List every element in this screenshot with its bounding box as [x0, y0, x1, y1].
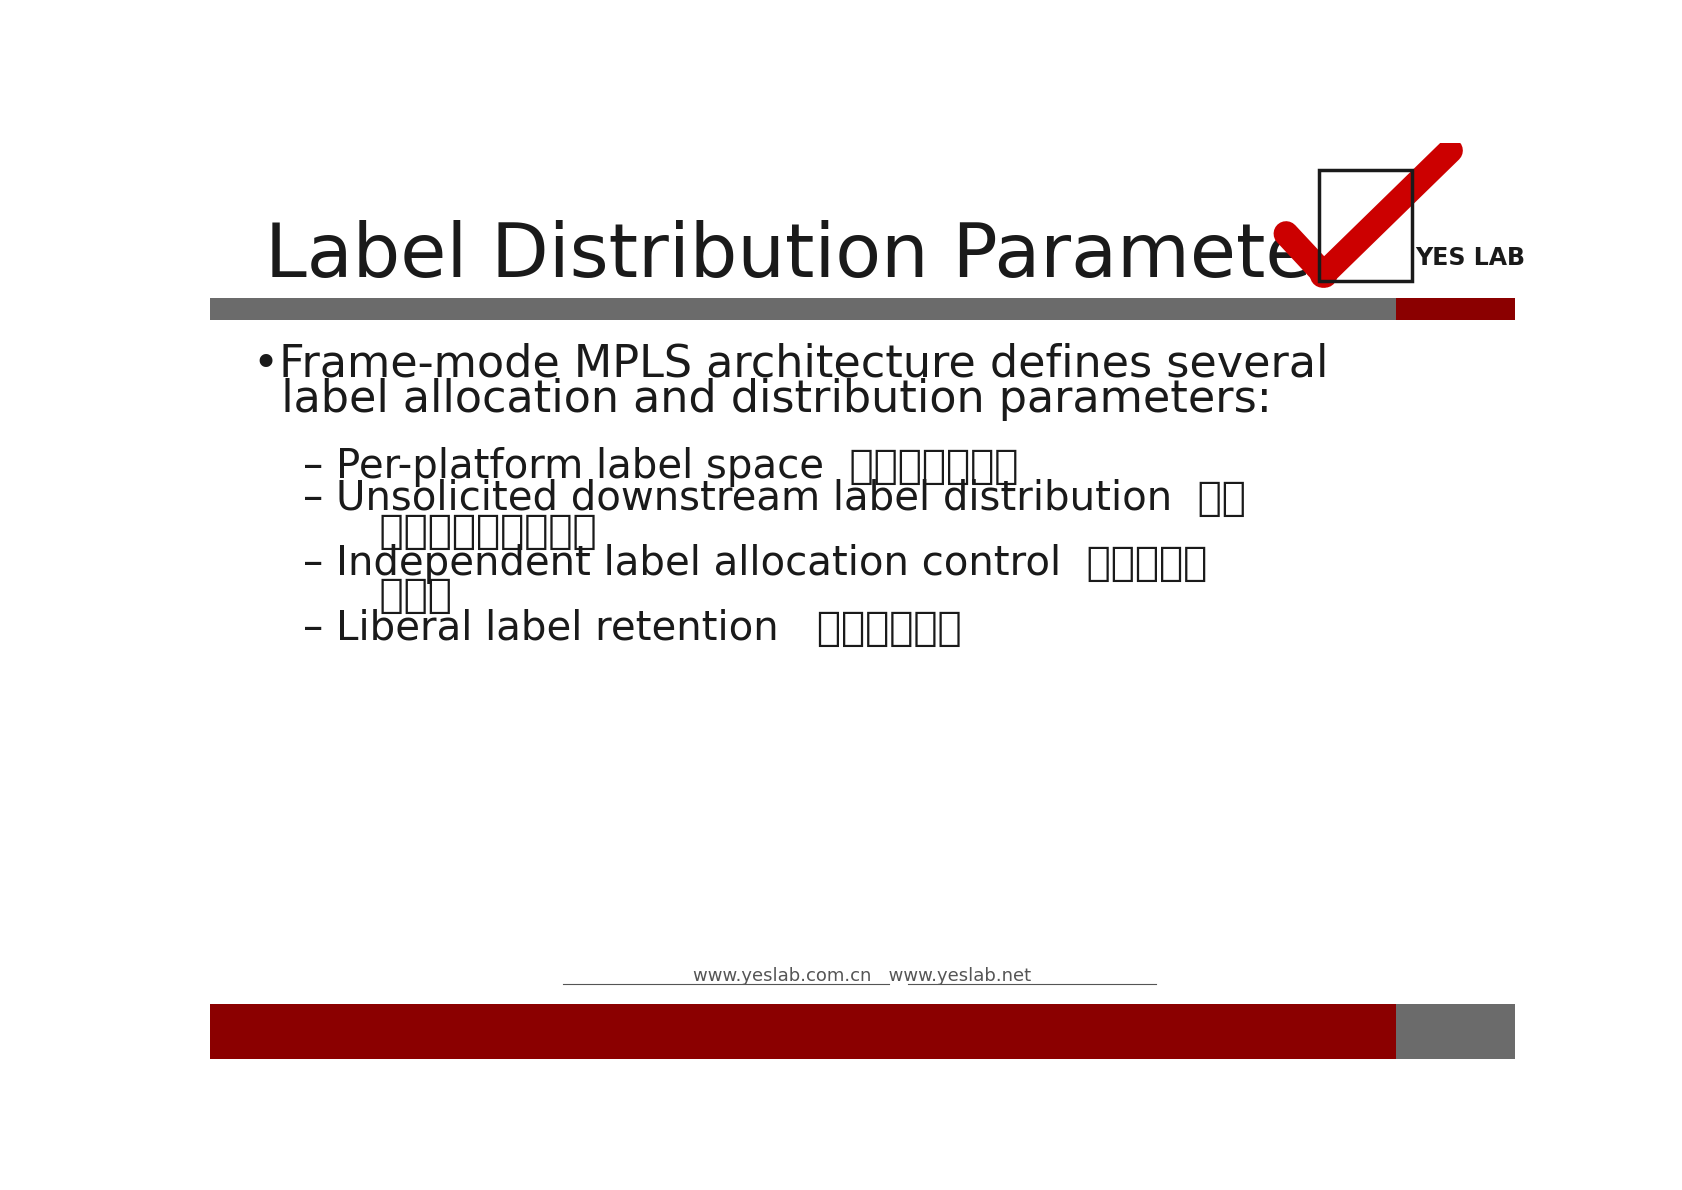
- Text: – Liberal label retention   自由标签保留: – Liberal label retention 自由标签保留: [303, 608, 962, 649]
- Text: YES LAB: YES LAB: [1415, 246, 1524, 270]
- Text: label allocation and distribution parameters:: label allocation and distribution parame…: [252, 377, 1272, 420]
- Text: Label Distribution Parameters: Label Distribution Parameters: [264, 220, 1381, 293]
- Text: – Independent label allocation control  独立标签分: – Independent label allocation control 独…: [303, 544, 1208, 584]
- Text: www.yeslab.com.cn   www.yeslab.net: www.yeslab.com.cn www.yeslab.net: [693, 967, 1031, 985]
- Bar: [1396, 299, 1514, 320]
- Bar: [1317, 170, 1411, 281]
- Text: 配控制: 配控制: [303, 576, 452, 616]
- Bar: [210, 299, 1396, 320]
- Text: 请求的下游标签分发: 请求的下游标签分发: [303, 512, 597, 552]
- Text: •Frame-mode MPLS architecture defines several: •Frame-mode MPLS architecture defines se…: [252, 343, 1327, 386]
- Bar: [210, 1003, 1396, 1059]
- Text: – Per-platform label space  每平台分配标签: – Per-platform label space 每平台分配标签: [303, 447, 1018, 487]
- Bar: [1396, 1003, 1514, 1059]
- Text: – Unsolicited downstream label distribution  未经: – Unsolicited downstream label distribut…: [303, 480, 1245, 519]
- Bar: [1317, 170, 1411, 281]
